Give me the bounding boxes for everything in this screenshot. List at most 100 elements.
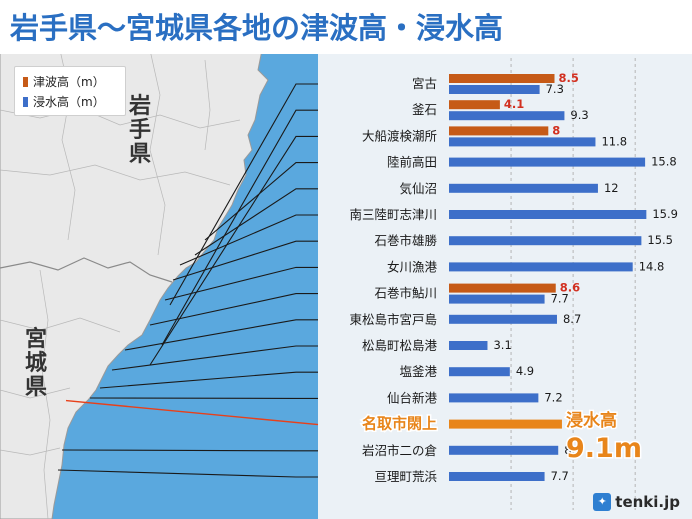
inundation-bar (449, 157, 646, 167)
category-label: 釜石 (412, 102, 437, 117)
category-label: 松島町松島港 (362, 338, 438, 353)
tsunami-bar (449, 100, 500, 110)
prefecture-name-miyagi: 宮城県 (24, 327, 47, 400)
bar-row: 岩沼市二の倉 8.8 (362, 443, 583, 458)
inundation-bar (449, 472, 545, 481)
category-label: 石巻市雄勝 (374, 233, 437, 248)
category-label: 東松島市宮戸島 (349, 312, 437, 327)
tsunami-value-label: 8 (552, 123, 560, 137)
inundation-bar (449, 85, 540, 94)
leader-line (149, 293, 318, 326)
category-label: 気仙沼 (399, 181, 437, 196)
inundation-value-label: 7.2 (544, 390, 562, 404)
bar-row: 松島町松島港 3.1 (362, 338, 512, 353)
bar-row: 南三陸町志津川 15.9 (349, 207, 677, 222)
inundation-bar (449, 111, 565, 121)
inundation-value-label: 15.9 (652, 207, 678, 221)
inundation-value-label: 7.3 (546, 82, 564, 96)
land-area (0, 49, 269, 519)
inundation-bar (449, 183, 598, 193)
inundation-value-label: 7.7 (551, 292, 569, 306)
inundation-value-label: 3.1 (493, 338, 511, 352)
bar-row: 陸前高田 15.8 (387, 155, 677, 170)
category-label: 岩沼市二の倉 (362, 443, 438, 458)
category-label: 塩釜港 (399, 364, 437, 379)
tenki-icon: ✦ (593, 493, 612, 511)
category-label: 女川漁港 (387, 259, 438, 274)
inundation-value-label: 8.7 (563, 312, 581, 326)
inundation-bar (449, 262, 633, 272)
inundation-value-label: 14.8 (639, 259, 665, 273)
inundation-value-label: 4.9 (516, 364, 534, 378)
legend: 津波高（m） 浸水高（m） (14, 66, 126, 116)
bar-row: 気仙沼 12 (399, 181, 618, 196)
leader-line (161, 109, 318, 346)
tsunami-bar (449, 283, 556, 293)
legend-item-tsunami: 津波高（m） (23, 73, 105, 90)
brand-name: tenki.jp (615, 493, 680, 511)
leader-line (61, 449, 318, 452)
leader-line (179, 214, 318, 266)
leader-line (164, 266, 318, 301)
tsunami-swatch (23, 76, 28, 87)
leader-line (65, 399, 319, 426)
bar-row: 石巻市鮎川 8.67.7 (374, 281, 580, 306)
highlight-value: 9.1m (566, 433, 642, 464)
bar-row: 仙台新港 7.2 (387, 390, 563, 405)
leader-line (99, 371, 318, 389)
inundation-value-label: 15.5 (647, 233, 673, 247)
brand-logo: ✦ tenki.jp (593, 493, 680, 511)
leader-line (169, 83, 318, 306)
inundation-value-label: 12 (604, 181, 619, 195)
leader-line (172, 240, 318, 281)
tsunami-bar (449, 126, 549, 136)
category-label: 名取市閖上 (362, 415, 437, 433)
category-label: 仙台新港 (387, 390, 438, 405)
leader-line (124, 319, 318, 351)
category-label: 石巻市鮎川 (374, 286, 437, 301)
inundation-value-label: 15.8 (651, 155, 677, 169)
title-bar (0, 0, 692, 54)
legend-item-inundation: 浸水高（m） (23, 93, 105, 110)
category-label: 大船渡検潮所 (362, 128, 437, 143)
category-label: 宮古 (412, 76, 437, 91)
leader-line (111, 345, 318, 371)
inundation-bar (449, 137, 596, 147)
category-label: 南三陸町志津川 (349, 207, 437, 222)
inundation-value-label: 11.8 (601, 134, 627, 148)
inundation-value-label: 7.7 (551, 469, 569, 483)
bar-row: 女川漁港 14.8 (387, 259, 664, 274)
tsunami-value-label: 8.5 (559, 71, 579, 85)
inundation-bar (449, 367, 510, 377)
bar-row: 石巻市雄勝 15.5 (374, 233, 673, 248)
inundation-bar (449, 236, 642, 246)
leader-line (149, 135, 318, 366)
leader-lines (57, 83, 319, 478)
prefecture-label-iwate: 岩手県 (128, 95, 152, 167)
inundation-bar (449, 445, 559, 455)
highlight-label: 浸水高 (566, 410, 617, 431)
inundation-value-label: 9.3 (570, 108, 588, 122)
inundation-bar (449, 294, 545, 304)
tsunami-value-label: 8.6 (560, 281, 580, 295)
leader-line (194, 188, 318, 256)
tsunami-bar (449, 74, 555, 83)
inundation-bar (449, 393, 539, 403)
tsunami-value-label: 4.1 (504, 97, 524, 111)
leader-line (204, 162, 318, 241)
prefecture-name-iwate: 岩手県 (128, 94, 151, 167)
bar-row: 宮古 8.57.3 (412, 71, 579, 96)
inundation-bar (449, 210, 647, 219)
bar-row: 亘理町荒浜 7.7 (374, 469, 568, 484)
leader-line (57, 469, 318, 478)
category-label: 陸前高田 (387, 155, 437, 170)
inundation-bar (449, 314, 557, 324)
inundation-swatch (23, 96, 28, 107)
prefecture-label-miyagi: 宮城県 (24, 328, 48, 400)
bar-row: 釜石 4.1 9.3 (412, 97, 589, 122)
legend-label-tsunami: 津波高（m） (33, 75, 105, 89)
inundation-bar (449, 341, 488, 350)
prefecture-border (0, 257, 173, 283)
